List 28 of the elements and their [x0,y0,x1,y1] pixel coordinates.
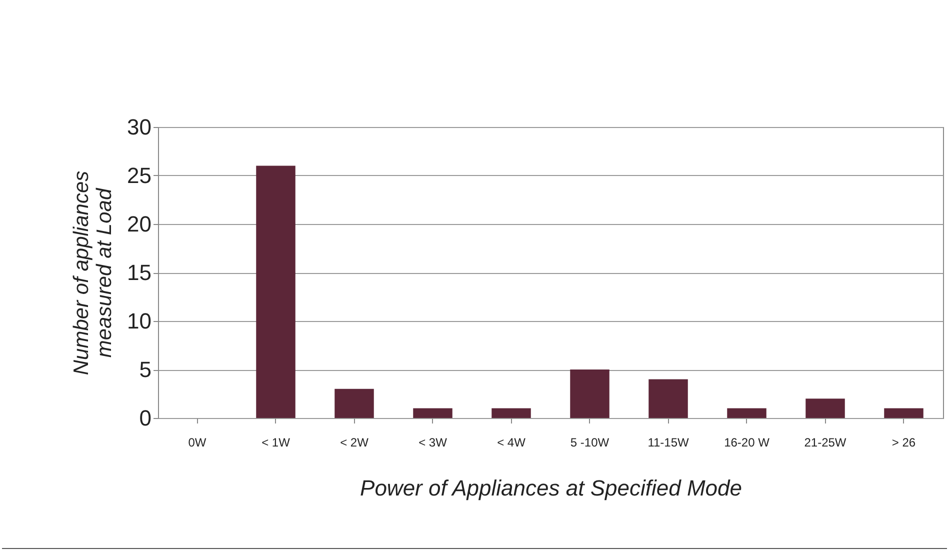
y-tick-label: 20 [127,212,152,236]
bar [492,408,531,418]
bar [806,398,845,418]
bar [334,388,374,418]
y-tick-label: 5 [139,357,152,382]
y-axis-title: Number of appliances measured at Load [70,170,116,376]
x-tick-label: 21-25W [804,436,847,450]
x-tick-label: < 1W [262,436,291,450]
x-tick-label: > 26 [892,436,916,450]
x-tick-label: < 4W [497,436,526,450]
x-tick-label: 16-20 W [724,436,770,450]
bar [570,370,610,418]
x-axis-title: Power of Appliances at Specified Mode [360,476,742,500]
y-tick-label: 10 [127,308,152,334]
y-tick-label: 25 [127,163,152,188]
x-tick-label: 5 -10W [570,436,610,450]
x-tick-label: < 3W [418,436,448,450]
y-tick-label: 0 [139,406,152,430]
bar [256,166,296,418]
bar [413,408,452,418]
y-tick-label: 30 [127,114,152,140]
bar [884,408,924,418]
x-tick-label: < 2W [340,436,370,450]
x-tick-label: 0W [188,436,207,450]
bar [648,379,688,418]
x-tick-label: 11-15W [648,436,690,450]
bar [727,408,766,418]
y-tick-label: 15 [127,260,152,285]
